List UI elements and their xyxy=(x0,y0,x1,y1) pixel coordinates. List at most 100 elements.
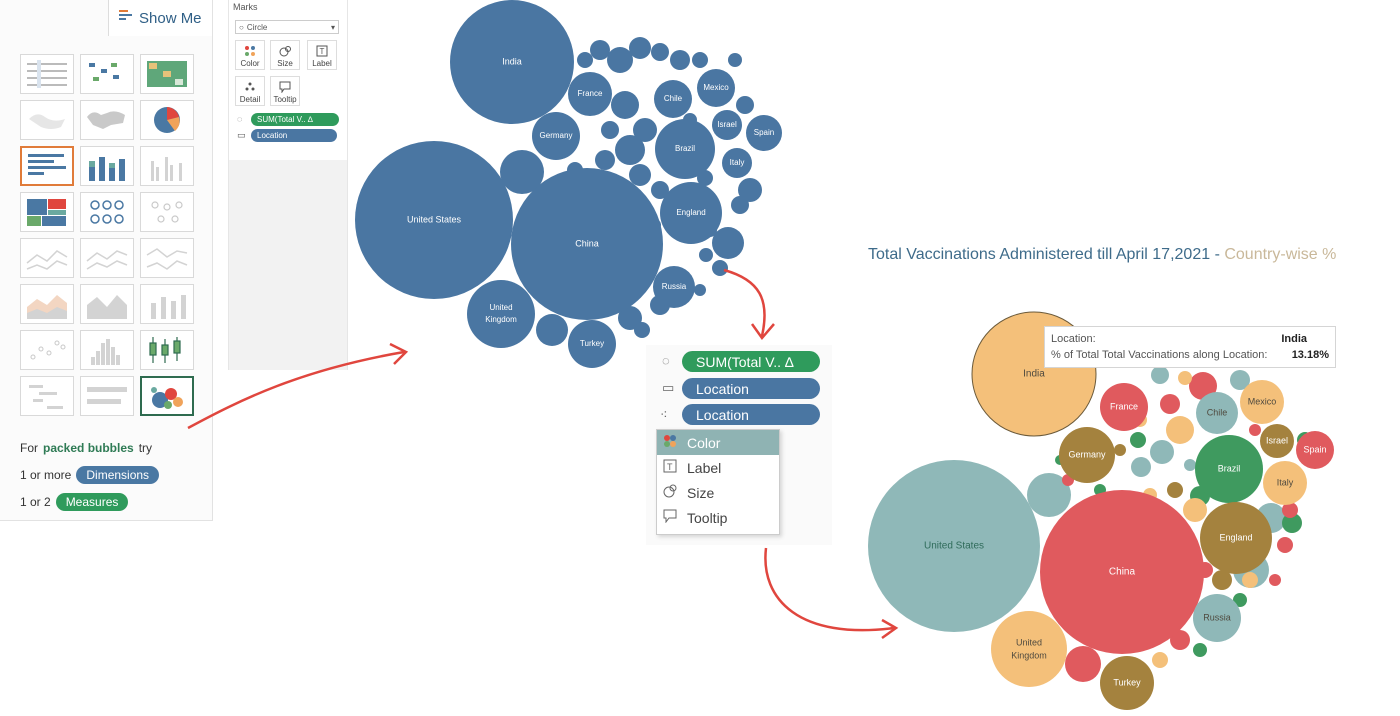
colored-small-bubble xyxy=(1256,503,1286,533)
chart-type-pie[interactable] xyxy=(140,100,194,140)
colored-small-bubble xyxy=(1166,416,1194,444)
chart-type-world-map[interactable] xyxy=(80,100,134,140)
colored-small-bubble xyxy=(1183,498,1207,522)
zoom-pill-measure[interactable]: SUM(Total V.. ∆ xyxy=(682,351,820,372)
show-me-tab[interactable]: Show Me xyxy=(108,0,212,36)
chart-type-symbol-map[interactable] xyxy=(80,54,134,94)
tooltip-location-value: India xyxy=(1281,333,1307,345)
menu-item-size[interactable]: Size xyxy=(657,480,779,505)
chart-type-heat-map[interactable] xyxy=(140,54,194,94)
size-button-label: Size xyxy=(277,59,293,68)
blue-small-bubble xyxy=(699,248,713,262)
chart-type-histogram[interactable] xyxy=(80,330,134,370)
blue-small-bubble xyxy=(500,150,544,194)
zoom-pill-location-label[interactable]: Location xyxy=(682,378,820,399)
chart-type-dual-lines[interactable] xyxy=(140,238,194,278)
menu-item-tooltip[interactable]: Tooltip xyxy=(657,505,779,530)
blue-small-bubble xyxy=(536,91,554,109)
menu-item-color[interactable]: Color xyxy=(657,430,779,455)
chart-type-filled-map[interactable] xyxy=(20,100,74,140)
tooltip-pct-value: 13.18% xyxy=(1291,349,1329,361)
arrow-line-2 xyxy=(723,268,766,337)
chart-type-box-whisker[interactable] xyxy=(140,330,194,370)
chart-type-side-by-side-circles[interactable] xyxy=(140,192,194,232)
arrow-head-3 xyxy=(881,618,899,640)
colored-bubble-label-mexico: Mexico xyxy=(1248,396,1277,406)
blue-bubble-label-spain: Spain xyxy=(754,128,774,137)
tooltip-button[interactable]: Tooltip xyxy=(270,76,300,106)
marks-pill-location[interactable]: Location xyxy=(251,129,337,142)
blue-small-bubble xyxy=(651,181,669,199)
chart-type-lines-continuous[interactable] xyxy=(20,238,74,278)
colored-bubble-spain xyxy=(1296,431,1334,469)
color-button[interactable]: Color xyxy=(235,40,265,70)
blue-bubble-india xyxy=(450,0,574,124)
colored-bubble-label-france: France xyxy=(1110,401,1138,411)
blue-bubble-chile xyxy=(654,80,692,118)
colored-small-bubble xyxy=(1189,372,1217,400)
detail-button[interactable]: Detail xyxy=(235,76,265,106)
colored-bubble-france xyxy=(1100,383,1148,431)
colored-small-bubble xyxy=(1170,630,1190,650)
blue-bubble-brazil xyxy=(655,119,715,179)
chart-type-scatter[interactable] xyxy=(20,330,74,370)
chart-type-circle-views[interactable] xyxy=(80,192,134,232)
chart-type-side-by-side-bar[interactable] xyxy=(140,146,194,186)
chart-type-area-discrete[interactable] xyxy=(80,284,134,324)
chart-type-horizontal-bar[interactable] xyxy=(20,146,74,186)
colored-bubble-chart: India United States China United Kingdom Germ… xyxy=(868,311,1334,710)
colored-bubble-label-spain: Spain xyxy=(1303,444,1326,454)
blue-small-bubble xyxy=(650,295,670,315)
colored-small-bubble xyxy=(1160,394,1180,414)
blue-bubble-label-china: China xyxy=(575,238,599,248)
colored-bubble-label-italy: Italy xyxy=(1277,477,1294,487)
blue-small-bubble xyxy=(649,219,661,231)
colored-small-bubble xyxy=(1027,473,1071,517)
blue-bubble-turkey xyxy=(568,320,616,368)
svg-text:T: T xyxy=(667,462,673,472)
blue-small-bubble xyxy=(670,50,690,70)
colored-bubble-turkey xyxy=(1100,656,1154,710)
size-shelf-icon: ◌ xyxy=(237,114,243,124)
chart-type-dual-combination[interactable] xyxy=(140,284,194,324)
chart-type-text-table[interactable] xyxy=(20,54,74,94)
blue-small-bubble xyxy=(613,233,627,247)
colored-bubble-israel xyxy=(1260,424,1294,458)
colored-small-bubble xyxy=(1114,444,1126,456)
measures-count: 1 or 2 xyxy=(20,494,51,509)
label-button[interactable]: T Label xyxy=(307,40,337,70)
chart-type-packed-bubbles[interactable] xyxy=(140,376,194,416)
size-icon: ◌ xyxy=(662,353,670,368)
tooltip-location-key: Location: xyxy=(1051,333,1096,345)
mark-type-dropdown[interactable]: ○ Circle ▾ xyxy=(235,20,339,34)
marks-pill-measure[interactable]: SUM(Total V.. ∆ xyxy=(251,113,339,126)
show-me-label: Show Me xyxy=(139,9,202,27)
mark-type-value: Circle xyxy=(246,22,268,32)
chart-type-gantt[interactable] xyxy=(20,376,74,416)
colored-small-bubble xyxy=(1094,509,1106,521)
menu-item-label[interactable]: T Label xyxy=(657,455,779,480)
chart-type-stacked-bar[interactable] xyxy=(80,146,134,186)
colored-small-bubble xyxy=(1282,513,1302,533)
zoomed-marks-shelf: ◌ SUM(Total V.. ∆ ▭ Location ⁖ Location … xyxy=(646,345,832,545)
detail-icon: ⁖ xyxy=(660,407,668,422)
colored-small-bubble xyxy=(1184,459,1196,471)
size-button[interactable]: Size xyxy=(270,40,300,70)
chart-type-area-continuous[interactable] xyxy=(20,284,74,324)
colored-bubble-brazil xyxy=(1195,435,1263,503)
colored-small-bubble xyxy=(1131,457,1151,477)
colored-small-bubble xyxy=(1143,488,1157,502)
chart-type-bullet[interactable] xyxy=(80,376,134,416)
blue-small-bubble xyxy=(618,306,642,330)
chart-type-lines-discrete[interactable] xyxy=(80,238,134,278)
hint-suffix: try xyxy=(138,440,153,455)
chart-type-treemap[interactable] xyxy=(20,192,74,232)
color-icon xyxy=(244,45,256,59)
colored-small-bubble xyxy=(1139,634,1151,646)
colored-bubble-label-england: England xyxy=(1219,532,1252,542)
detail-icon xyxy=(244,81,256,95)
colored-bubble-germany xyxy=(1059,427,1115,483)
blue-small-bubble xyxy=(738,178,762,202)
blue-bubble-label-india: India xyxy=(502,56,522,66)
zoom-pill-location-detail[interactable]: Location xyxy=(682,404,820,425)
